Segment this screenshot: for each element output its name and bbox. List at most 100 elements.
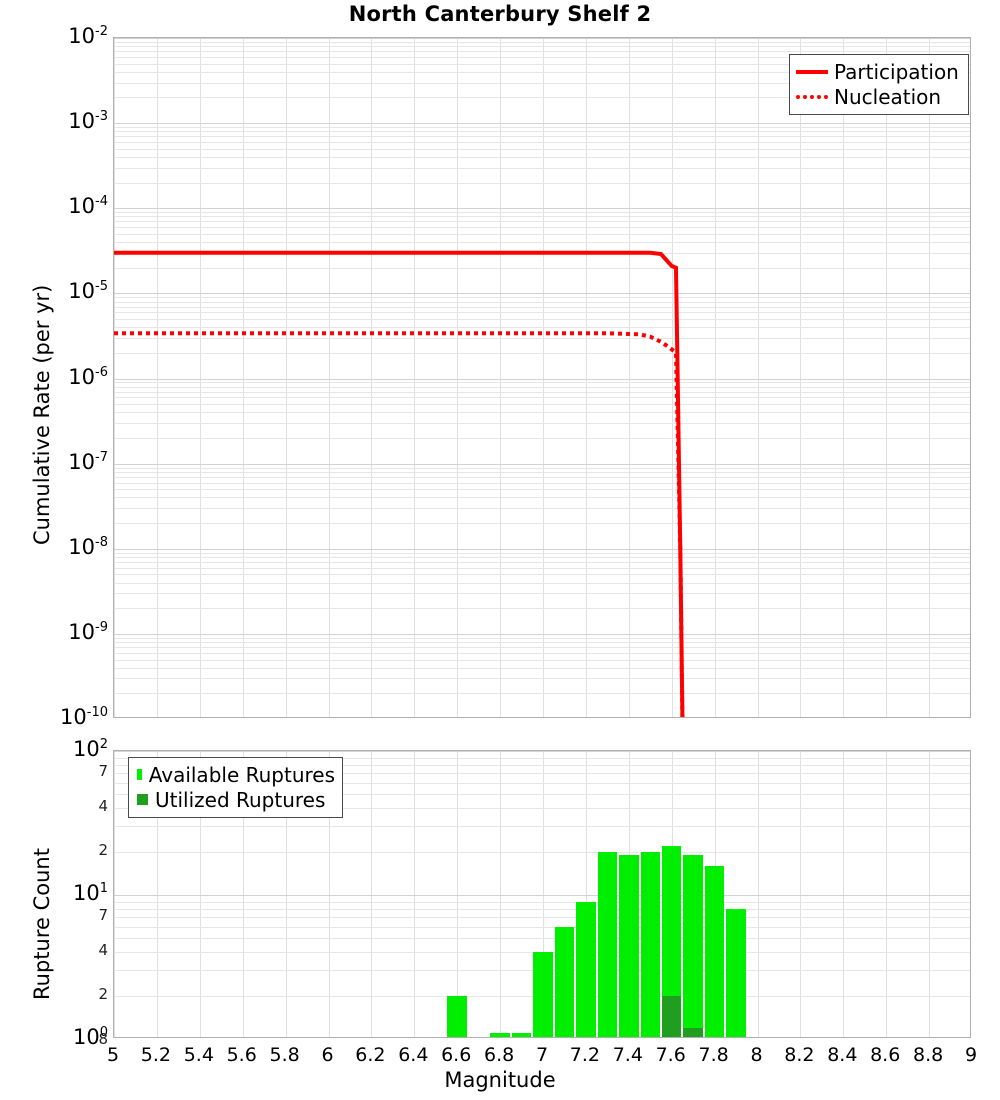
gridline-vertical <box>500 38 501 717</box>
gridline-major <box>114 464 970 465</box>
gridline-minor <box>114 938 970 939</box>
y-tick-label: 8 <box>98 1030 108 1048</box>
gridline-minor <box>114 242 970 243</box>
y-tick-label: 7 <box>98 906 108 925</box>
legend-label-participation: Participation <box>834 59 959 84</box>
y-tick-label: 10-2 <box>68 24 108 48</box>
x-tick-label: 5 <box>106 1044 120 1066</box>
x-tick-label: 7 <box>535 1044 549 1066</box>
gridline-vertical <box>500 751 501 1037</box>
gridline-minor <box>114 483 970 484</box>
gridline-minor <box>114 472 970 473</box>
gridline-minor <box>114 562 970 563</box>
bottom-plot-legend: Available Ruptures Utilized Ruptures <box>128 757 343 818</box>
y-tick-label: 101 <box>72 881 108 905</box>
x-tick-label: 5.2 <box>140 1044 171 1066</box>
bar-available-ruptures <box>511 1033 532 1037</box>
y-tick-label: 10-7 <box>68 449 108 474</box>
gridline-vertical <box>715 38 716 717</box>
gridline-vertical <box>114 751 115 1037</box>
gridline-minor <box>114 438 970 439</box>
gridline-minor <box>114 668 970 669</box>
gridline-vertical <box>758 751 759 1037</box>
bar-available-ruptures <box>661 845 682 1037</box>
gridline-minor <box>114 221 970 222</box>
gridline-vertical <box>457 38 458 717</box>
y-tick-label: 102 <box>72 737 108 761</box>
x-tick-label: 6.4 <box>398 1044 429 1066</box>
bar-available-ruptures <box>447 995 467 1037</box>
bar-utilized-ruptures <box>683 1027 703 1037</box>
y-tick-label: 100 <box>72 1025 108 1049</box>
gridline-vertical <box>758 38 759 717</box>
gridline-vertical <box>200 38 201 717</box>
gridline-major <box>114 895 970 896</box>
y-tick-label: 10-4 <box>68 194 108 219</box>
gridline-major <box>114 38 970 39</box>
gridline-minor <box>114 852 970 853</box>
chart-title: North Canterbury Shelf 2 <box>348 2 652 26</box>
gridline-minor <box>114 678 970 679</box>
gridline-vertical <box>843 751 844 1037</box>
cumulative-rate-plot <box>113 37 971 718</box>
y-tick-label: 10-5 <box>68 279 108 304</box>
gridline-minor <box>114 489 970 490</box>
legend-label-available: Available Ruptures <box>148 762 335 787</box>
top-plot-legend: Participation Nucleation <box>789 54 969 115</box>
gridline-minor <box>114 234 970 235</box>
gridline-minor <box>114 917 970 918</box>
y-tick-label: 7 <box>98 762 108 781</box>
gridline-minor <box>114 387 970 388</box>
gridline-vertical <box>200 751 201 1037</box>
x-tick-label: 8.4 <box>827 1044 858 1066</box>
gridline-major <box>114 751 970 752</box>
y-tick-label: 10-6 <box>68 364 108 389</box>
gridline-vertical <box>543 38 544 717</box>
gridline-vertical <box>929 38 930 717</box>
y-tick-label: 2 <box>98 984 108 1003</box>
gridline-minor <box>114 523 970 524</box>
gridline-minor <box>114 902 970 903</box>
gridline-vertical <box>629 38 630 717</box>
bar-available-ruptures <box>490 1033 510 1037</box>
x-tick-label: 7.8 <box>698 1044 729 1066</box>
gridline-vertical <box>800 38 801 717</box>
gridline-minor <box>114 327 970 328</box>
x-tick-label: 9 <box>964 1044 978 1066</box>
y-tick-label: 2 <box>98 840 108 859</box>
bar-available-ruptures <box>726 908 746 1037</box>
x-tick-label: 6 <box>321 1044 334 1066</box>
legend-row-utilized: Utilized Ruptures <box>135 787 335 812</box>
gridline-minor <box>114 216 970 217</box>
gridline-minor <box>114 297 970 298</box>
gridline-minor <box>114 307 970 308</box>
gridline-minor <box>114 51 970 52</box>
x-tick-label: 7.2 <box>569 1044 600 1066</box>
x-tick-label: 8.2 <box>784 1044 815 1066</box>
gridline-minor <box>114 168 970 169</box>
gridline-vertical <box>371 751 372 1037</box>
available-ruptures-swatch-icon <box>137 769 142 780</box>
gridline-minor <box>114 319 970 320</box>
gridline-vertical <box>157 38 158 717</box>
gridline-minor <box>114 909 970 910</box>
bar-available-ruptures <box>640 851 660 1037</box>
gridline-minor <box>114 647 970 648</box>
bar-available-ruptures <box>533 952 553 1037</box>
gridline-major <box>114 208 970 209</box>
gridline-minor <box>114 268 970 269</box>
gridline-vertical <box>329 38 330 717</box>
gridline-minor <box>114 783 970 784</box>
gridline-vertical <box>800 751 801 1037</box>
gridline-minor <box>114 397 970 398</box>
gridline-minor <box>114 583 970 584</box>
gridline-minor <box>114 653 970 654</box>
bar-available-ruptures <box>554 926 575 1037</box>
gridline-minor <box>114 127 970 128</box>
x-tick-label: 7.6 <box>655 1044 686 1066</box>
gridline-minor <box>114 136 970 137</box>
legend-label-nucleation: Nucleation <box>834 84 942 109</box>
gridline-minor <box>114 131 970 132</box>
gridline-minor <box>114 608 970 609</box>
gridline-vertical <box>586 751 587 1037</box>
